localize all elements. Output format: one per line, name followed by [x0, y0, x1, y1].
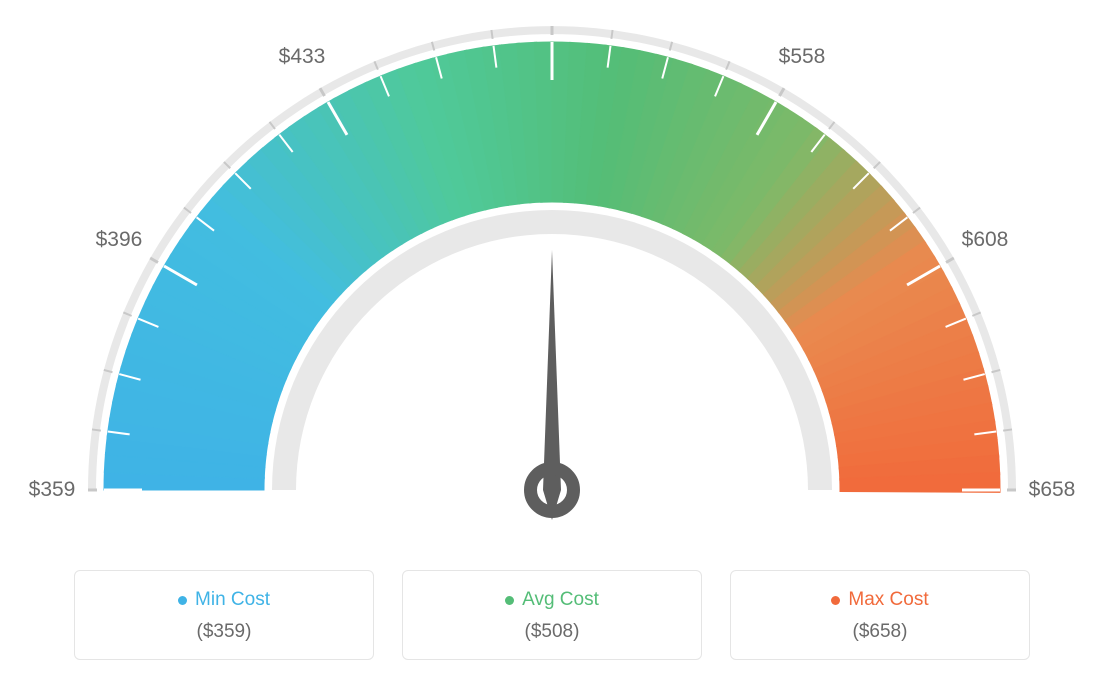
- gauge-tick-label: $658: [1029, 478, 1076, 502]
- legend-value-avg: ($508): [413, 621, 691, 643]
- gauge-chart: [0, 0, 1104, 560]
- legend-card-min: Min Cost ($359): [74, 570, 374, 660]
- legend-row: Min Cost ($359) Avg Cost ($508) Max Cost…: [0, 570, 1104, 660]
- gauge-tick-label: $608: [962, 228, 1009, 252]
- legend-dot-avg: [505, 596, 514, 605]
- gauge-tick-label: $558: [779, 45, 826, 69]
- legend-title-max: Max Cost: [831, 589, 928, 611]
- gauge-container: $359 $396 $433 $508 $558 $608 $658: [0, 0, 1104, 560]
- legend-card-max: Max Cost ($658): [730, 570, 1030, 660]
- legend-dot-max: [831, 596, 840, 605]
- legend-title-text-max: Max Cost: [848, 589, 928, 611]
- gauge-tick-label: $433: [279, 45, 326, 69]
- legend-title-text-min: Min Cost: [195, 589, 270, 611]
- gauge-tick-label: $359: [29, 478, 76, 502]
- legend-title-avg: Avg Cost: [505, 589, 599, 611]
- gauge-tick-label: $508: [529, 0, 576, 2]
- legend-title-min: Min Cost: [178, 589, 270, 611]
- legend-dot-min: [178, 596, 187, 605]
- legend-title-text-avg: Avg Cost: [522, 589, 599, 611]
- legend-value-min: ($359): [85, 621, 363, 643]
- legend-card-avg: Avg Cost ($508): [402, 570, 702, 660]
- gauge-tick-label: $396: [96, 228, 143, 252]
- legend-value-max: ($658): [741, 621, 1019, 643]
